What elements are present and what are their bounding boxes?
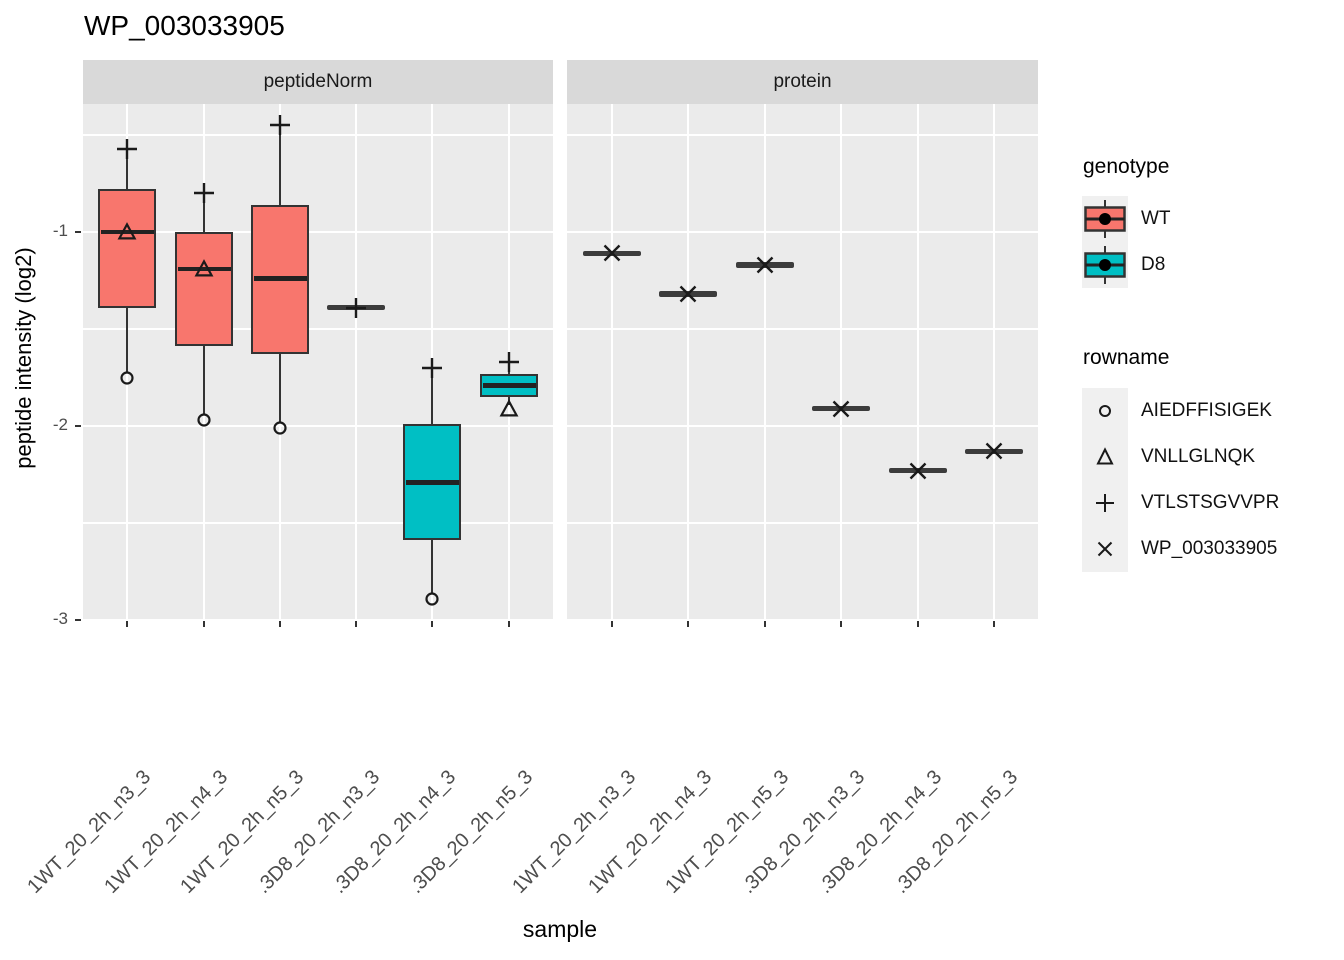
boxplot-median [253, 276, 307, 281]
legend-key-triangle [1082, 434, 1128, 480]
boxplot-whisker-upper [202, 199, 206, 232]
legend-key-plus [1082, 480, 1128, 526]
gridline-major-v [686, 104, 690, 619]
boxplot-key-icon [1084, 246, 1126, 284]
point-marker-x [679, 285, 697, 303]
boxplot-whisker-upper [278, 131, 282, 205]
legend-key-x [1082, 526, 1128, 572]
boxplot-whisker-upper [430, 371, 434, 425]
y-tick-label: -3 [52, 609, 68, 628]
boxplot-median [405, 480, 459, 485]
gridline-minor-h [83, 328, 553, 330]
boxplot-whisker-lower [125, 307, 129, 373]
y-axis-title: peptide intensity (log2) [11, 247, 36, 469]
point-marker-circle [197, 413, 211, 427]
x-tick-mark [354, 621, 358, 627]
point-marker-triangle [194, 258, 214, 277]
x-tick-mark [125, 621, 129, 627]
x-tick-mark [916, 621, 920, 627]
x-tick-mark [430, 621, 434, 627]
gridline-major-h [567, 424, 1038, 428]
gridline-minor-h [567, 134, 1038, 136]
boxplot-whisker-lower [278, 354, 282, 423]
gridline-minor-h [567, 328, 1038, 330]
point-marker-plus [422, 357, 442, 378]
legend-rowname-title: rowname [1083, 346, 1170, 369]
triangle-shape-icon [1096, 447, 1114, 465]
gridline-major-v [354, 104, 358, 619]
y-tick-mark [75, 231, 81, 234]
point-marker-x [603, 244, 621, 262]
gridline-minor-h [83, 134, 553, 136]
legend-label-rowname-2: VNLLGLNQK [1141, 446, 1256, 467]
gridline-major-h [83, 424, 553, 428]
gridline-major-v [992, 104, 996, 619]
point-marker-x [756, 256, 774, 274]
boxplot-whisker-lower [202, 346, 206, 416]
plot-panel-protein [567, 104, 1038, 619]
x-tick-mark [507, 621, 511, 627]
y-tick-mark [75, 619, 81, 622]
boxplot-whisker-upper [125, 154, 129, 190]
x-tick-mark [278, 621, 282, 627]
gridline-minor-h [83, 522, 553, 524]
facet-strip-label: peptideNorm [263, 71, 373, 92]
point-marker-plus [270, 115, 290, 136]
boxplot-median [482, 383, 536, 388]
boxplot-median [100, 229, 154, 235]
point-marker-circle [273, 421, 287, 435]
plot-panel-peptideNorm [83, 104, 553, 619]
legend-label-rowname-3: VTLSTSGVVPR [1141, 492, 1280, 513]
point-marker-x [909, 462, 927, 479]
x-tick-mark [992, 621, 996, 627]
point-marker-plus [499, 351, 519, 372]
point-marker-x [832, 400, 850, 417]
chart-title: WP_003033905 [84, 10, 285, 41]
x-tick-mark [763, 621, 767, 627]
y-tick-label: -2 [52, 415, 68, 434]
boxplot-median [177, 266, 231, 272]
boxplot-box [98, 189, 156, 308]
facet-strip-protein: protein [567, 60, 1038, 104]
legend-label-rowname-4: WP_003033905 [1141, 538, 1278, 559]
y-tick-label: -1 [52, 221, 68, 240]
point-marker-plus [194, 183, 214, 204]
boxplot-whisker-lower [430, 540, 434, 594]
x-tick-mark [610, 621, 614, 627]
y-tick-mark [75, 425, 81, 428]
legend-key-wt [1082, 196, 1128, 242]
gridline-major-v [916, 104, 920, 619]
point-marker-plus [346, 297, 366, 318]
x-shape-icon [1097, 541, 1113, 557]
point-marker-circle [425, 592, 439, 606]
x-tick-mark [686, 621, 690, 627]
legend-key-circle [1082, 388, 1128, 434]
legend-genotype-title: genotype [1083, 155, 1170, 178]
facet-strip-peptideNorm: peptideNorm [83, 60, 553, 104]
gridline-major-v [610, 104, 614, 619]
legend-label-rowname-1: AIEDFFISIGEK [1141, 400, 1272, 421]
gridline-major-h [83, 230, 553, 234]
gridline-major-h [567, 230, 1038, 234]
x-tick-mark [839, 621, 843, 627]
legend-label-wt: WT [1141, 208, 1171, 229]
facet-strip-label: protein [773, 71, 832, 92]
legend-label-d8: D8 [1141, 254, 1166, 275]
point-marker-plus [117, 138, 137, 159]
gridline-major-v [763, 104, 767, 619]
point-marker-circle [120, 370, 134, 385]
x-tick-mark [202, 621, 206, 627]
gridline-major-v [839, 104, 843, 619]
legend-key-d8 [1082, 242, 1128, 288]
point-marker-triangle [499, 398, 519, 417]
plus-shape-icon [1096, 494, 1114, 512]
gridline-minor-h [567, 522, 1038, 524]
boxplot-key-icon [1084, 200, 1126, 238]
boxplot-box [175, 232, 233, 347]
point-marker-triangle [117, 222, 137, 240]
circle-shape-icon [1099, 405, 1111, 417]
x-axis-title: sample [522, 916, 598, 942]
point-marker-x [985, 442, 1003, 460]
